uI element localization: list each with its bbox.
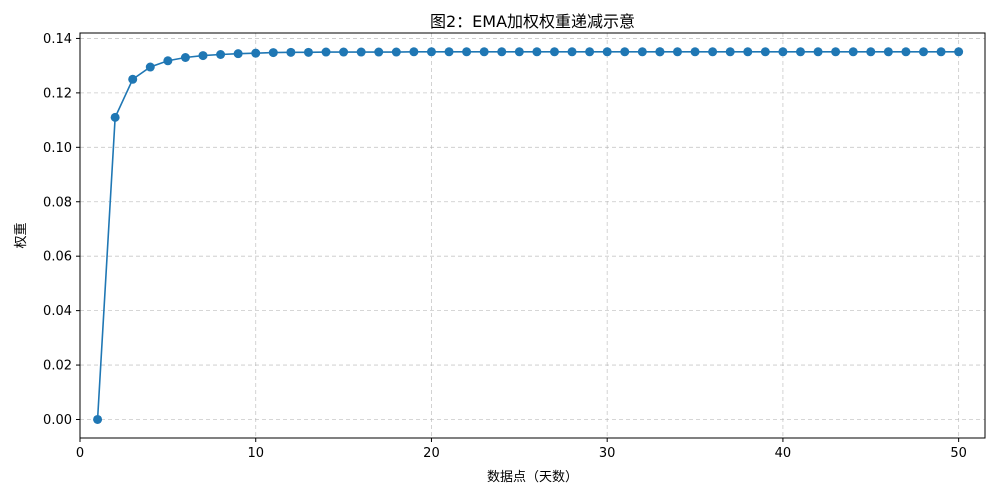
data-point [848, 47, 858, 57]
data-point [936, 47, 946, 57]
data-point [514, 47, 524, 57]
data-point [743, 47, 753, 57]
data-point [216, 50, 226, 60]
data-point [233, 49, 243, 59]
data-point [497, 47, 507, 57]
data-point [479, 47, 489, 57]
y-tick-label: 0.04 [43, 304, 72, 319]
data-point [356, 47, 366, 57]
chart-title: 图2：EMA加权权重递减示意 [430, 12, 635, 31]
data-point [901, 47, 911, 57]
y-tick-label: 0.00 [43, 413, 72, 428]
data-point [163, 56, 173, 66]
y-tick-label: 0.02 [43, 359, 72, 374]
data-point [444, 47, 454, 57]
data-point [339, 47, 349, 57]
data-point [866, 47, 876, 57]
y-tick-label: 0.08 [43, 195, 72, 210]
grid [79, 33, 985, 438]
data-point [321, 47, 331, 57]
data-point [391, 47, 401, 57]
y-axis-label: 权重 [13, 222, 29, 248]
data-point [268, 48, 278, 58]
data-point [128, 74, 138, 84]
data-point [585, 47, 595, 57]
data-point [918, 47, 928, 57]
x-axis-label: 数据点（天数） [487, 470, 578, 485]
x-tick-label: 10 [247, 446, 264, 461]
x-tick-label: 40 [775, 446, 792, 461]
data-point [180, 52, 190, 62]
data-point [655, 47, 665, 57]
axis-ticks: 0 10 20 30 40 50 0.00 0.02 0.04 0.06 0.08 0.10 0.12 0… [43, 32, 967, 461]
x-tick-label: 50 [950, 446, 967, 461]
data-point [760, 47, 770, 57]
data-point [549, 47, 559, 57]
data-point [286, 47, 296, 57]
data-point [145, 62, 155, 72]
data-point [374, 47, 384, 57]
data-point [954, 47, 964, 57]
data-point [110, 112, 120, 122]
data-point [725, 47, 735, 57]
data-point [198, 51, 208, 61]
data-point [637, 47, 647, 57]
data-point [567, 47, 577, 57]
data-point [602, 47, 612, 57]
data-point [813, 47, 823, 57]
y-tick-label: 0.10 [43, 141, 72, 156]
plot-frame [79, 32, 986, 439]
data-point [251, 48, 261, 58]
data-point [409, 47, 419, 57]
y-tick-label: 0.06 [43, 250, 72, 265]
y-tick-label: 0.12 [43, 86, 72, 101]
data-point [303, 47, 313, 57]
x-tick-label: 20 [423, 446, 440, 461]
data-point [690, 47, 700, 57]
data-point [708, 47, 718, 57]
data-point [462, 47, 472, 57]
data-point [426, 47, 436, 57]
y-tick-label: 0.14 [43, 32, 72, 47]
data-point [778, 47, 788, 57]
data-point [795, 47, 805, 57]
data-point [831, 47, 841, 57]
data-point [93, 414, 103, 424]
data-point [672, 47, 682, 57]
series-layer [93, 47, 964, 424]
data-point [883, 47, 893, 57]
data-point [620, 47, 630, 57]
x-tick-label: 0 [76, 446, 84, 461]
x-tick-label: 30 [599, 446, 616, 461]
data-point [532, 47, 542, 57]
